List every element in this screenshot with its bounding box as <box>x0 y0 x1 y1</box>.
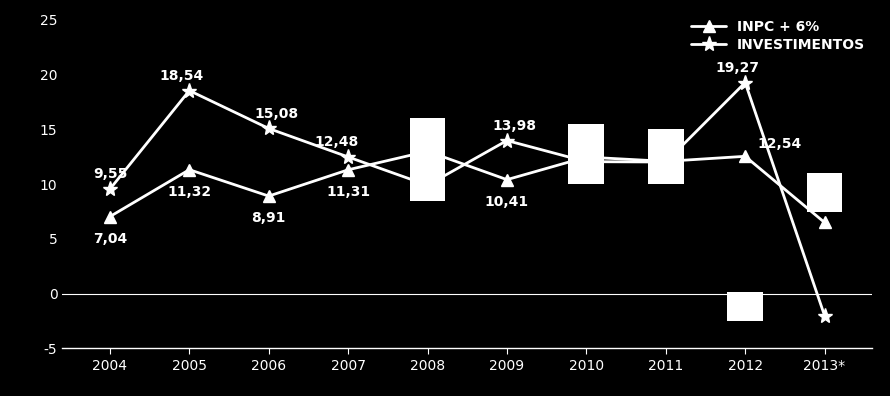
INPC + 6% <box>422 149 433 154</box>
INPC + 6% <box>105 214 116 219</box>
INPC + 6% <box>660 159 671 164</box>
Text: 12,54: 12,54 <box>757 137 801 151</box>
INVESTIMENTOS <box>343 154 353 159</box>
Text: 8,91: 8,91 <box>252 211 286 225</box>
Text: 12,48: 12,48 <box>314 135 359 149</box>
INPC + 6% <box>184 167 195 172</box>
INVESTIMENTOS <box>660 160 671 164</box>
INVESTIMENTOS <box>502 138 513 143</box>
INPC + 6% <box>263 194 274 198</box>
INVESTIMENTOS <box>105 187 116 191</box>
INVESTIMENTOS <box>581 159 592 164</box>
Text: 9,55: 9,55 <box>93 168 127 181</box>
Text: 11,31: 11,31 <box>326 185 370 199</box>
Text: 11,32: 11,32 <box>167 185 212 199</box>
INVESTIMENTOS <box>184 88 195 93</box>
INVESTIMENTOS <box>422 183 433 188</box>
Bar <box>806 173 843 211</box>
Bar <box>727 291 763 321</box>
Line: INPC + 6%: INPC + 6% <box>104 146 830 228</box>
Bar <box>648 129 684 184</box>
Text: 19,27: 19,27 <box>716 61 759 75</box>
Text: 13,98: 13,98 <box>493 119 537 133</box>
INPC + 6% <box>502 177 513 182</box>
Text: 7,04: 7,04 <box>93 232 127 246</box>
Text: 18,54: 18,54 <box>159 69 204 83</box>
Line: INVESTIMENTOS: INVESTIMENTOS <box>102 75 832 323</box>
Bar <box>409 118 445 200</box>
Text: 15,08: 15,08 <box>255 107 299 121</box>
INPC + 6% <box>740 154 750 159</box>
Text: 10,41: 10,41 <box>485 195 529 209</box>
INPC + 6% <box>343 168 353 172</box>
Legend: INPC + 6%, INVESTIMENTOS: INPC + 6%, INVESTIMENTOS <box>692 20 865 52</box>
INVESTIMENTOS <box>263 126 274 131</box>
INPC + 6% <box>819 220 829 225</box>
Bar <box>569 124 604 184</box>
INVESTIMENTOS <box>740 80 750 85</box>
INPC + 6% <box>581 155 592 160</box>
INVESTIMENTOS <box>819 313 829 318</box>
